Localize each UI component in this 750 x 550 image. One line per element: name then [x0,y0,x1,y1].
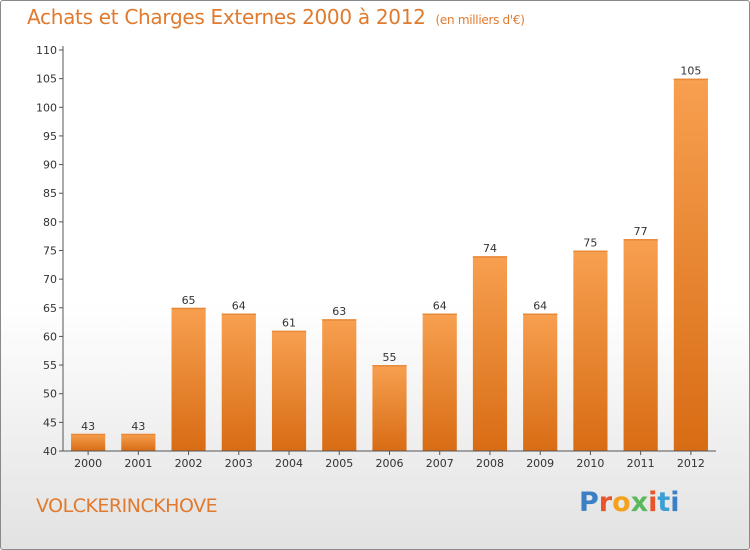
bar-2009 [523,313,558,451]
bar-top-2001 [121,433,156,436]
y-tick-label-110: 110 [36,44,57,57]
bar-top-2006 [372,365,407,367]
x-tick-label-2009: 2009 [526,457,554,470]
x-tick-label-2010: 2010 [576,457,604,470]
value-label-2005: 63 [332,305,346,318]
value-label-2001: 43 [131,420,145,433]
bar-2003 [221,313,256,451]
proxiti-logo: Proxiti [579,487,680,518]
place-name: VOLCKERINCKHOVE [36,495,218,517]
logo-letter-2: r [598,487,613,518]
x-tick-label-2003: 2003 [225,457,253,470]
x-tick-label-2011: 2011 [627,457,655,470]
y-tick-label-100: 100 [36,101,57,114]
value-label-2003: 64 [232,300,246,313]
value-label-2011: 77 [634,225,648,238]
logo-letter-4: x [630,487,649,518]
bar-2005 [322,319,357,451]
y-tick-label-80: 80 [43,216,57,229]
y-tick-label-60: 60 [43,330,57,343]
bar-top-2011 [623,239,658,241]
logo-letter-3: o [612,487,631,518]
value-label-2006: 55 [383,351,397,364]
x-tick-label-2004: 2004 [275,457,303,470]
bar-2012 [673,78,708,452]
bar-2001 [121,433,156,451]
chart-subtitle: (en milliers d'€) [435,13,525,27]
y-tick-label-95: 95 [43,130,57,143]
y-tick-label-75: 75 [43,245,57,258]
value-label-2000: 43 [81,420,95,433]
bar-2006 [372,365,407,451]
bar-2004 [271,330,307,451]
bars-layer: 43 43 65 64 61 63 55 64 74 64 75 77 105 [71,65,708,452]
bar-top-2008 [472,256,508,258]
bar-top-2002 [171,307,206,310]
x-tick-label-2000: 2000 [74,457,102,470]
bar-top-2012 [673,78,708,81]
bar-top-2005 [322,319,357,321]
bar-top-2009 [523,313,558,316]
bar-top-2004 [271,330,307,333]
value-label-2008: 74 [483,242,497,255]
y-tick-label-40: 40 [43,445,57,458]
y-tick-label-105: 105 [36,73,57,86]
logo-letter-5: i [648,487,658,518]
bar-2008 [472,256,508,451]
bar-top-2003 [221,313,256,316]
value-label-2007: 64 [433,300,447,313]
bar-2007 [422,313,457,451]
bar-2002 [171,307,206,451]
x-tick-label-2012: 2012 [677,457,705,470]
bar-top-2010 [573,250,608,252]
value-label-2010: 75 [583,237,597,250]
y-tick-label-85: 85 [43,187,57,200]
x-tick-label-2001: 2001 [124,457,152,470]
chart-title: Achats et Charges Externes 2000 à 2012 (e… [27,5,525,29]
y-tick-label-55: 55 [43,359,57,372]
value-label-2002: 65 [182,294,196,307]
bar-2000 [71,433,106,451]
bar-top-2007 [422,313,457,316]
x-tick-label-2008: 2008 [476,457,504,470]
value-label-2009: 64 [533,300,547,313]
x-tick-label-2005: 2005 [325,457,353,470]
logo-letter-6: t [657,487,671,518]
y-tick-label-90: 90 [43,159,57,172]
chart-title-text: Achats et Charges Externes 2000 à 2012 [27,5,426,29]
x-tick-label-2006: 2006 [376,457,404,470]
axis-layer: 2000 2001 2002 2003 2004 2005 2006 2007 2008 2009… [36,44,716,470]
y-tick-label-70: 70 [43,273,57,286]
value-label-2004: 61 [282,317,296,330]
x-tick-label-2002: 2002 [175,457,203,470]
bar-2010 [573,250,608,451]
y-tick-label-45: 45 [43,416,57,429]
bar-2011 [623,239,658,451]
bar-top-2000 [71,433,106,436]
y-tick-label-65: 65 [43,302,57,315]
logo-letter-7: i [670,487,680,518]
x-tick-label-2007: 2007 [426,457,454,470]
y-tick-label-50: 50 [43,388,57,401]
logo-letter-1: P [579,487,599,518]
value-label-2012: 105 [680,65,701,78]
